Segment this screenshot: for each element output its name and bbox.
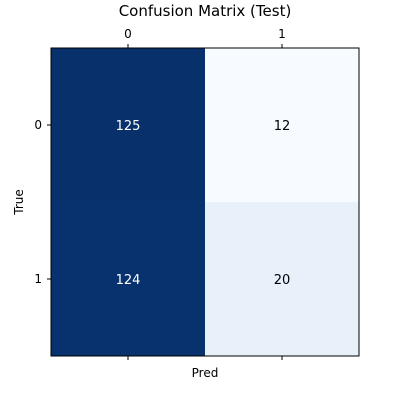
heatmap-cell-1-1 [205,202,359,356]
x-tick-label-1: 1 [278,27,286,41]
x-tick-label-0: 0 [124,27,132,41]
y-tick-label-1: 1 [34,272,42,286]
heatmap-cell-0-0 [51,48,205,202]
cell-value-label-1-1: 20 [274,273,291,288]
cell-value-label-0-0: 125 [116,119,141,134]
axis-ticks: 0 1 0 1 [34,27,286,360]
x-axis-label: Pred [192,366,219,380]
cell-value-label-1-0: 124 [116,273,141,288]
heatmap-cell-labels: 125 12 124 20 [116,119,291,288]
heatmap-cells [51,48,359,356]
chart-title: Confusion Matrix (Test) [119,2,292,20]
plot-frame [50,47,360,357]
heatmap-cell-1-0 [51,202,205,356]
heatmap-cell-0-1 [205,48,359,202]
y-axis-label: True [12,189,26,216]
y-tick-label-0: 0 [34,118,42,132]
cell-value-label-0-1: 12 [274,119,291,134]
